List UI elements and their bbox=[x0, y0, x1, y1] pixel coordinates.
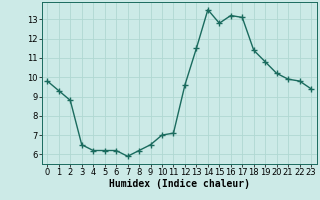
X-axis label: Humidex (Indice chaleur): Humidex (Indice chaleur) bbox=[109, 179, 250, 189]
